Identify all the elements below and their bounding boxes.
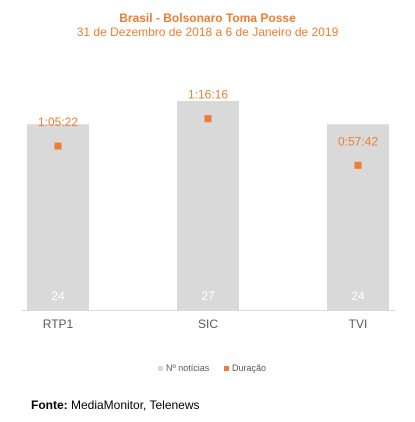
bar-sic	[177, 101, 239, 310]
x-tick-label: RTP1	[43, 317, 74, 331]
duration-marker	[54, 142, 62, 150]
source-label: Fonte:	[31, 398, 68, 412]
bar-count-label: 27	[201, 289, 215, 303]
duration-marker	[354, 161, 362, 169]
duration-label: 1:16:16	[188, 88, 228, 102]
duration-label: 0:57:42	[338, 134, 378, 148]
bar-rtp1	[27, 124, 89, 310]
legend-label-count: Nº notícias	[166, 363, 210, 373]
bar-count-label: 24	[51, 289, 65, 303]
legend-swatch-count	[158, 366, 163, 371]
legend-label-duration: Duração	[232, 363, 266, 373]
chart-title: Brasil - Bolsonaro Toma Posse	[119, 11, 296, 25]
source-note: Fonte: MediaMonitor, Telenews	[31, 398, 200, 412]
x-tick-label: TVI	[349, 317, 368, 331]
bar-tvi	[327, 124, 389, 310]
chart-subtitle: 31 de Dezembro de 2018 a 6 de Janeiro de…	[76, 25, 339, 39]
legend-swatch-duration	[224, 366, 229, 371]
source-text: MediaMonitor, Telenews	[67, 398, 200, 412]
duration-label: 1:05:22	[38, 115, 78, 129]
bar-count-label: 24	[351, 289, 365, 303]
duration-marker	[204, 115, 212, 123]
x-tick-label: SIC	[198, 317, 218, 331]
